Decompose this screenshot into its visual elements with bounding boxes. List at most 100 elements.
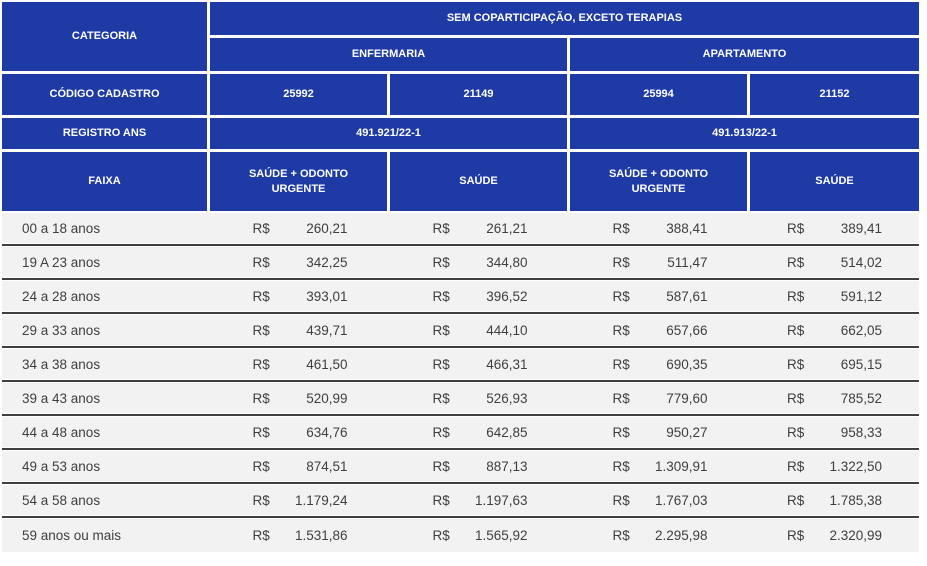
currency-symbol: R$ — [252, 492, 270, 508]
price-value: 444,10 — [486, 322, 528, 338]
price-cell: R$ 260,21 — [210, 221, 390, 236]
enfermaria-label: ENFERMARIA — [351, 48, 426, 61]
faixa-cell: 19 A 23 anos — [22, 254, 101, 270]
currency-symbol: R$ — [252, 254, 270, 270]
price-value: 1.179,24 — [294, 492, 348, 508]
code-cell: 21149 — [390, 74, 567, 115]
price-value: 591,12 — [840, 288, 882, 304]
currency-symbol: R$ — [612, 458, 630, 474]
price-cell: R$ 958,33 — [750, 425, 919, 440]
currency-symbol: R$ — [432, 220, 450, 236]
price-cell: R$ 388,41 — [570, 221, 750, 236]
price-value: 514,02 — [840, 254, 882, 270]
currency-symbol: R$ — [612, 356, 630, 372]
currency-symbol: R$ — [252, 220, 270, 236]
currency-symbol: R$ — [612, 492, 630, 508]
table-row: 59 anos ou mais R$ 1.531,86 R$ 1.565,92 R$… — [2, 519, 919, 552]
currency-symbol: R$ — [252, 288, 270, 304]
row-separator — [2, 278, 919, 280]
price-value: 344,80 — [486, 254, 528, 270]
currency-symbol: R$ — [612, 220, 630, 236]
price-cell: R$ 1.322,50 — [750, 459, 919, 474]
registration-cell: 491.921/22-1 — [210, 118, 567, 149]
price-cell: R$ 695,15 — [750, 357, 919, 372]
plan-type-cell: SAÚDE + ODONTO URGENTE — [210, 152, 387, 211]
currency-symbol: R$ — [787, 322, 805, 338]
price-value: 1.531,86 — [294, 528, 348, 543]
price-value: 587,61 — [666, 288, 708, 304]
price-value: 958,33 — [840, 424, 882, 440]
price-cell: R$ 662,05 — [750, 323, 919, 338]
currency-symbol: R$ — [432, 390, 450, 406]
price-cell: R$ 1.767,03 — [570, 493, 750, 508]
currency-symbol: R$ — [432, 322, 450, 338]
plan-type-label: SAÚDE — [815, 175, 854, 188]
price-cell: R$ 393,01 — [210, 289, 390, 304]
price-value: 511,47 — [667, 254, 708, 270]
price-cell: R$ 396,52 — [390, 289, 570, 304]
price-value: 520,99 — [306, 390, 348, 406]
price-value: 461,50 — [306, 356, 348, 372]
price-cell: R$ 439,71 — [210, 323, 390, 338]
price-cell: R$ 344,80 — [390, 255, 570, 270]
faixa-cell: 24 a 28 anos — [22, 288, 101, 304]
price-value: 261,21 — [486, 220, 528, 236]
plan-type-label: SAÚDE + ODONTO URGENTE — [608, 167, 709, 195]
currency-symbol: R$ — [432, 528, 450, 543]
price-cell: R$ 466,31 — [390, 357, 570, 372]
price-value: 1.565,92 — [474, 528, 528, 543]
price-value: 657,66 — [666, 322, 708, 338]
price-cell: R$ 887,13 — [390, 459, 570, 474]
price-cell: R$ 657,66 — [570, 323, 750, 338]
price-value: 1.767,03 — [654, 492, 708, 508]
price-value: 642,85 — [486, 424, 528, 440]
code-value: 25994 — [643, 88, 674, 101]
price-value: 690,35 — [666, 356, 708, 372]
price-value: 1.322,50 — [829, 458, 882, 474]
price-cell: R$ 634,76 — [210, 425, 390, 440]
currency-symbol: R$ — [252, 458, 270, 474]
currency-symbol: R$ — [612, 528, 630, 543]
registro-ans-label: REGISTRO ANS — [62, 127, 147, 140]
table-row: 34 a 38 anos R$ 461,50 R$ 466,31 R$ 690,35 … — [2, 349, 919, 379]
row-separator — [2, 414, 919, 416]
price-value: 342,25 — [306, 254, 348, 270]
plan-type-cell: SAÚDE — [750, 152, 919, 211]
row-separator — [2, 244, 919, 246]
apartamento-label: APARTAMENTO — [702, 48, 787, 61]
faixa-cell: 59 anos ou mais — [22, 528, 122, 543]
price-cell: R$ 342,25 — [210, 255, 390, 270]
currency-symbol: R$ — [787, 390, 805, 406]
currency-symbol: R$ — [787, 356, 805, 372]
price-value: 2.295,98 — [654, 528, 708, 543]
price-value: 695,15 — [840, 356, 882, 372]
row-separator — [2, 380, 919, 382]
price-cell: R$ 1.179,24 — [210, 493, 390, 508]
price-value: 950,27 — [666, 424, 708, 440]
price-cell: R$ 690,35 — [570, 357, 750, 372]
price-cell: R$ 1.197,63 — [390, 493, 570, 508]
price-cell: R$ 1.565,92 — [390, 528, 570, 543]
price-cell: R$ 874,51 — [210, 459, 390, 474]
plan-title: SEM COPARTICIPAÇÃO, EXCETO TERAPIAS — [446, 12, 683, 25]
price-cell: R$ 950,27 — [570, 425, 750, 440]
table-row: 49 a 53 anos R$ 874,51 R$ 887,13 R$ 1.309,9… — [2, 451, 919, 481]
row-separator — [2, 346, 919, 348]
currency-symbol: R$ — [787, 528, 805, 543]
registration-cell: 491.913/22-1 — [570, 118, 919, 149]
row-separator — [2, 516, 919, 518]
faixa-cell: 39 a 43 anos — [22, 390, 101, 406]
currency-symbol: R$ — [787, 458, 805, 474]
currency-symbol: R$ — [787, 288, 805, 304]
price-value: 887,13 — [486, 458, 528, 474]
price-value: 1.785,38 — [829, 492, 882, 508]
table-body: 00 a 18 anos R$ 260,21 R$ 261,21 R$ 388,41 … — [2, 213, 919, 552]
price-cell: R$ 785,52 — [750, 391, 919, 406]
codigo-cadastro-header-cell: CÓDIGO CADASTRO — [2, 74, 207, 115]
table-row: 44 a 48 anos R$ 634,76 R$ 642,85 R$ 950,27 … — [2, 417, 919, 447]
plan-type-label: SAÚDE — [459, 175, 498, 188]
table-row: 24 a 28 anos R$ 393,01 R$ 396,52 R$ 587,61 … — [2, 281, 919, 311]
price-cell: R$ 642,85 — [390, 425, 570, 440]
faixa-cell: 34 a 38 anos — [22, 356, 101, 372]
table-row: 54 a 58 anos R$ 1.179,24 R$ 1.197,63 R$ 1.7… — [2, 485, 919, 515]
